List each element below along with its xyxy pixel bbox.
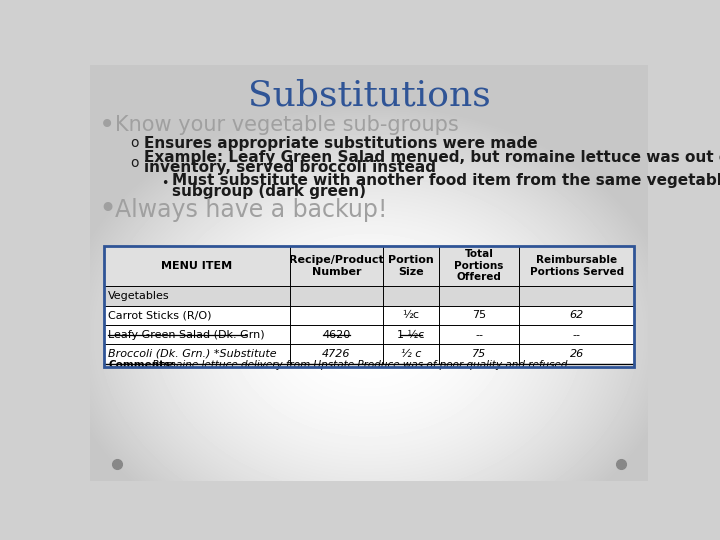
Text: 4726: 4726 [323,349,351,359]
Text: Reimbursable
Portions Served: Reimbursable Portions Served [530,255,624,276]
Text: Substitutions: Substitutions [248,79,490,113]
Text: Comments:: Comments: [109,360,175,370]
Text: Vegetables: Vegetables [108,291,169,301]
Bar [104,246,634,286]
Text: inventory, served broccoli instead: inventory, served broccoli instead [144,160,436,176]
Text: Broccoli (Dk. Grn.) *Substitute: Broccoli (Dk. Grn.) *Substitute [108,349,276,359]
Text: Ensures appropriate substitutions were made: Ensures appropriate substitutions were m… [144,136,538,151]
Text: Romaine lettuce delivery from Upstate Produce was of poor quality and refused.: Romaine lettuce delivery from Upstate Pr… [149,360,571,370]
Text: Example: Leafy Green Salad menued, but romaine lettuce was out of: Example: Leafy Green Salad menued, but r… [144,150,720,165]
Text: 62: 62 [570,310,584,320]
Text: •: • [99,111,115,139]
Text: 75: 75 [472,349,486,359]
Text: Carrot Sticks (R/O): Carrot Sticks (R/O) [108,310,212,320]
Text: •: • [98,195,116,224]
Text: 4620: 4620 [323,330,351,340]
Text: ½ c: ½ c [400,349,421,359]
Text: o: o [131,136,139,150]
Text: Always have a backup!: Always have a backup! [114,198,387,221]
Text: 1 ½c: 1 ½c [397,330,425,340]
Text: subgroup (dark green): subgroup (dark green) [172,184,366,199]
Text: MENU ITEM: MENU ITEM [161,261,233,271]
Text: Recipe/Product
Number: Recipe/Product Number [289,255,384,276]
Text: --: -- [475,330,483,340]
Text: Must substitute with another food item from the same vegetable: Must substitute with another food item f… [172,173,720,188]
Text: •: • [161,177,168,190]
Text: Leafy Green Salad (Dk. Grn): Leafy Green Salad (Dk. Grn) [108,330,264,340]
Bar [104,246,634,367]
Text: Know your vegetable sub-groups: Know your vegetable sub-groups [114,115,459,135]
Text: o: o [131,156,139,170]
Text: Total
Portions
Offered: Total Portions Offered [454,249,504,282]
Bar [104,246,634,367]
Text: --: -- [572,330,581,340]
Text: ½c: ½c [402,310,419,320]
Text: 75: 75 [472,310,486,320]
Text: Portion
Size: Portion Size [388,255,433,276]
Bar [104,286,634,306]
Text: 26: 26 [570,349,584,359]
